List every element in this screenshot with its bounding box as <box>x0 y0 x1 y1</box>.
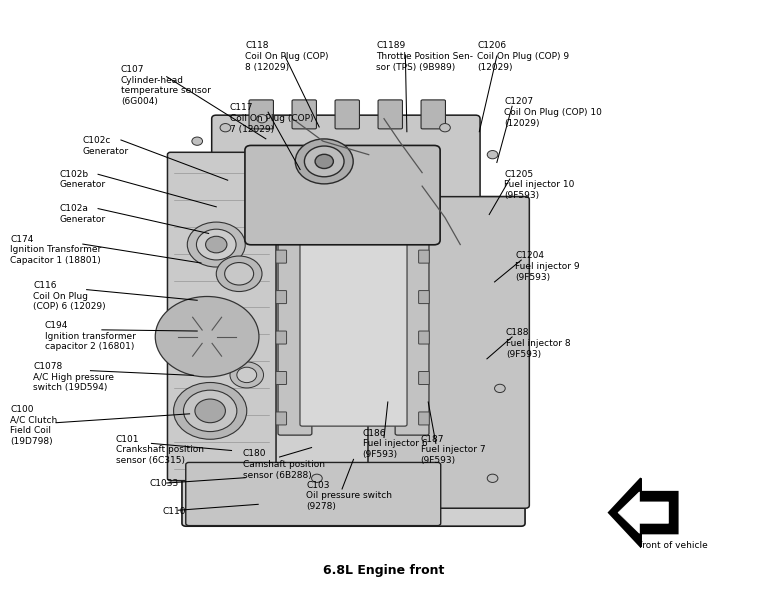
Circle shape <box>315 154 333 168</box>
FancyBboxPatch shape <box>186 463 441 525</box>
Circle shape <box>237 367 257 383</box>
Circle shape <box>206 236 227 253</box>
Text: C100
A/C Clutch
Field Coil
(19D798): C100 A/C Clutch Field Coil (19D798) <box>11 405 58 446</box>
Circle shape <box>487 474 498 482</box>
Circle shape <box>439 124 450 132</box>
Circle shape <box>155 297 259 377</box>
Text: C103
Oil pressure switch
(9278): C103 Oil pressure switch (9278) <box>306 481 392 511</box>
FancyBboxPatch shape <box>419 331 429 344</box>
FancyBboxPatch shape <box>212 115 480 257</box>
FancyBboxPatch shape <box>292 100 316 129</box>
Circle shape <box>487 150 498 159</box>
Circle shape <box>165 304 249 369</box>
Circle shape <box>217 256 262 291</box>
Text: C107
Cylinder-head
temperature sensor
(6G004): C107 Cylinder-head temperature sensor (6… <box>121 65 211 106</box>
Text: C101
Crankshaft position
sensor (6C315): C101 Crankshaft position sensor (6C315) <box>116 435 204 465</box>
Text: 6.8L Engine front: 6.8L Engine front <box>323 564 445 577</box>
Circle shape <box>192 137 203 145</box>
Text: C1205
Fuel injector 10
(9F593): C1205 Fuel injector 10 (9F593) <box>505 170 574 200</box>
FancyBboxPatch shape <box>335 100 359 129</box>
Circle shape <box>174 383 247 439</box>
Circle shape <box>495 384 505 393</box>
FancyBboxPatch shape <box>395 243 429 435</box>
FancyBboxPatch shape <box>276 291 286 304</box>
Circle shape <box>304 146 344 177</box>
Text: C1204
Fuel injector 9
(9F593): C1204 Fuel injector 9 (9F593) <box>515 251 580 282</box>
Text: C102b
Generator: C102b Generator <box>60 170 106 189</box>
Text: C102a
Generator: C102a Generator <box>60 204 106 224</box>
FancyBboxPatch shape <box>276 250 286 263</box>
Circle shape <box>198 330 217 344</box>
FancyBboxPatch shape <box>276 331 286 344</box>
Circle shape <box>184 390 237 432</box>
Text: C1078
A/C High pressure
switch (19D594): C1078 A/C High pressure switch (19D594) <box>33 362 114 392</box>
FancyBboxPatch shape <box>167 152 276 481</box>
FancyBboxPatch shape <box>276 371 286 384</box>
Text: C117
Coil On Plug (COP)
7 (12029): C117 Coil On Plug (COP) 7 (12029) <box>230 103 313 134</box>
Circle shape <box>230 362 263 388</box>
Text: C180
Camshaft position
sensor (6B288): C180 Camshaft position sensor (6B288) <box>243 450 325 480</box>
FancyBboxPatch shape <box>276 412 286 425</box>
FancyBboxPatch shape <box>182 196 525 526</box>
Text: C186
Fuel injector 6
(9F593): C186 Fuel injector 6 (9F593) <box>362 429 427 459</box>
Text: C102c
Generator: C102c Generator <box>83 136 129 156</box>
Circle shape <box>225 263 253 285</box>
Text: C1189
Throttle Position Sen-
sor (TPS) (9B989): C1189 Throttle Position Sen- sor (TPS) (… <box>376 41 473 72</box>
Circle shape <box>187 222 245 267</box>
Text: C187
Fuel injector 7
(9F593): C187 Fuel injector 7 (9F593) <box>421 435 485 465</box>
FancyBboxPatch shape <box>419 250 429 263</box>
Text: C174
Ignition Transformer
Capacitor 1 (18801): C174 Ignition Transformer Capacitor 1 (1… <box>11 235 101 265</box>
Text: C116
Coil On Plug
(COP) 6 (12029): C116 Coil On Plug (COP) 6 (12029) <box>33 281 106 311</box>
Circle shape <box>220 124 230 132</box>
Circle shape <box>257 115 267 123</box>
Polygon shape <box>609 478 677 547</box>
FancyBboxPatch shape <box>419 291 429 304</box>
Text: C1207
Coil On Plug (COP) 10
(12029): C1207 Coil On Plug (COP) 10 (12029) <box>505 97 602 128</box>
Text: C1206
Coil On Plug (COP) 9
(12029): C1206 Coil On Plug (COP) 9 (12029) <box>477 41 569 72</box>
Text: C194
Ignition transformer
capacitor 2 (16801): C194 Ignition transformer capacitor 2 (1… <box>45 321 136 352</box>
Text: front of vehicle: front of vehicle <box>639 541 708 550</box>
FancyBboxPatch shape <box>421 100 445 129</box>
Circle shape <box>195 399 226 423</box>
Text: C1033: C1033 <box>150 479 179 488</box>
FancyBboxPatch shape <box>419 412 429 425</box>
FancyBboxPatch shape <box>245 146 440 245</box>
Text: C110: C110 <box>163 507 187 516</box>
FancyBboxPatch shape <box>378 100 402 129</box>
FancyBboxPatch shape <box>249 100 273 129</box>
Polygon shape <box>618 492 668 533</box>
Text: C118
Coil On Plug (COP)
8 (12029): C118 Coil On Plug (COP) 8 (12029) <box>245 41 329 72</box>
FancyBboxPatch shape <box>368 196 529 508</box>
Text: C188
Fuel injector 8
(9F593): C188 Fuel injector 8 (9F593) <box>506 328 571 359</box>
Circle shape <box>177 313 237 361</box>
Polygon shape <box>609 478 677 547</box>
Circle shape <box>186 320 228 353</box>
Circle shape <box>295 139 353 184</box>
FancyBboxPatch shape <box>419 371 429 384</box>
FancyBboxPatch shape <box>278 243 312 435</box>
Circle shape <box>197 229 236 260</box>
FancyBboxPatch shape <box>300 243 407 426</box>
Circle shape <box>312 474 323 482</box>
